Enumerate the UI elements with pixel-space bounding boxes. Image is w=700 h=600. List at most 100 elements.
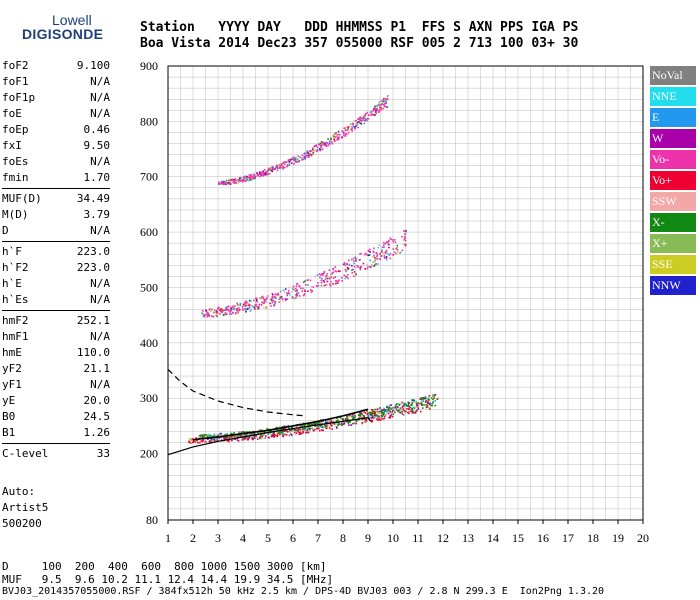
x-tick-label-13: 13 xyxy=(462,531,474,545)
param-value: 110.0 xyxy=(76,346,110,359)
param-value: N/A xyxy=(90,330,110,343)
y-tick-label-300: 300 xyxy=(140,391,158,405)
param-value: 3.79 xyxy=(83,208,111,221)
param-row-muf-d-: MUF(D) 34.49 xyxy=(2,191,110,207)
param-separator xyxy=(2,241,110,242)
auto-label: Auto: xyxy=(2,485,36,498)
x-tick-label-17: 17 xyxy=(562,531,574,545)
param-value: N/A xyxy=(90,155,110,168)
param-name: B0 xyxy=(2,410,16,423)
x-tick-label-7: 7 xyxy=(315,531,321,545)
param-name: fmin xyxy=(2,171,29,184)
legend-vo-: Vo+ xyxy=(650,171,696,190)
param-row-ye: yE 20.0 xyxy=(2,393,110,409)
y-tick-label-800: 800 xyxy=(140,114,158,128)
param-row-fxi: fxI 9.50 xyxy=(2,138,110,154)
param-row-b0: B0 24.5 xyxy=(2,409,110,425)
legend-ssw: SSW xyxy=(650,192,696,211)
x-tick-label-12: 12 xyxy=(437,531,449,545)
legend-x-: X- xyxy=(650,213,696,232)
param-value: N/A xyxy=(90,75,110,88)
header-values: Boa Vista 2014 Dec23 357 055000 RSF 005 … xyxy=(140,36,579,51)
param-row-h-f2: h`F2 223.0 xyxy=(2,260,110,276)
param-value: N/A xyxy=(90,224,110,237)
param-name: fxI xyxy=(2,139,22,152)
param-name: hmF2 xyxy=(2,314,29,327)
param-name: h`F xyxy=(2,245,22,258)
param-value: 9.100 xyxy=(76,59,110,72)
y-tick-label-400: 400 xyxy=(140,336,158,350)
x-tick-label-9: 9 xyxy=(365,531,371,545)
param-name: hmE xyxy=(2,346,22,359)
param-value: N/A xyxy=(90,277,110,290)
logo-lowell-text: Lowell xyxy=(52,12,92,28)
x-tick-label-20: 20 xyxy=(637,531,649,545)
param-row-hmf2: hmF2 252.1 xyxy=(2,313,110,329)
x-tick-label-11: 11 xyxy=(412,531,424,545)
param-name: yE xyxy=(2,394,16,407)
param-row-foes: foEs N/A xyxy=(2,154,110,170)
param-row-fmin: fmin 1.70 xyxy=(2,170,110,186)
y-tick-label-bottom: 80 xyxy=(146,513,158,527)
param-name: foF1 xyxy=(2,75,29,88)
x-tick-label-16: 16 xyxy=(537,531,549,545)
auto-version: 500200 xyxy=(2,517,42,530)
footer-file-info: BVJ03_2014357055000.RSF / 384fx512h 50 k… xyxy=(2,586,605,597)
param-name: MUF(D) xyxy=(2,192,42,205)
x-tick-label-4: 4 xyxy=(240,531,246,545)
param-name: M(D) xyxy=(2,208,29,221)
echo-trace-2 xyxy=(201,229,408,318)
y-tick-label-900: 900 xyxy=(140,59,158,73)
y-tick-label-200: 200 xyxy=(140,447,158,461)
legend-sse: SSE xyxy=(650,255,696,274)
x-tick-label-19: 19 xyxy=(612,531,624,545)
param-value: N/A xyxy=(90,293,110,306)
param-name: foF2 xyxy=(2,59,29,72)
param-row-h-es: h`Es N/A xyxy=(2,292,110,308)
header-labels: Station YYYY DAY DDD HHMMSS P1 FFS S AXN… xyxy=(140,20,579,35)
extrapolated-profile xyxy=(167,368,306,417)
param-value: 9.50 xyxy=(83,139,111,152)
param-row-c-level: C-level 33 xyxy=(2,446,110,462)
x-tick-label-15: 15 xyxy=(512,531,524,545)
param-value: N/A xyxy=(90,378,110,391)
param-row-fof1: foF1 N/A xyxy=(2,74,110,90)
footer-muf-row: MUF 9.5 9.6 10.2 11.1 12.4 14.4 19.9 34.… xyxy=(2,573,334,586)
param-value: 0.46 xyxy=(83,123,111,136)
scaled-trace-line xyxy=(192,408,369,441)
x-tick-label-2: 2 xyxy=(190,531,196,545)
footer-distance-row: D 100 200 400 600 800 1000 1500 3000 [km… xyxy=(2,560,327,573)
legend-vo-: Vo- xyxy=(650,150,696,169)
x-tick-label-14: 14 xyxy=(487,531,499,545)
param-value: 223.0 xyxy=(76,245,110,258)
param-row-b1: B1 1.26 xyxy=(2,425,110,441)
param-value: 24.5 xyxy=(83,410,111,423)
legend-x-: X+ xyxy=(650,234,696,253)
param-row-h-e: h`E N/A xyxy=(2,276,110,292)
param-row-yf2: yF2 21.1 xyxy=(2,361,110,377)
legend-nne: NNE xyxy=(650,87,696,106)
direction-legend: NoVal NNE E W Vo- Vo+ SSW X- X+ SSE NNW xyxy=(650,66,696,297)
param-row-foep: foEp 0.46 xyxy=(2,122,110,138)
scaled-parameters-panel: foF2 9.100 foF1 N/A foF1p N/A foE N/A foEp 0.46 fx… xyxy=(2,58,110,462)
param-value: 20.0 xyxy=(83,394,111,407)
param-row-yf1: yF1 N/A xyxy=(2,377,110,393)
param-name: C-level xyxy=(2,447,49,460)
param-name: h`F2 xyxy=(2,261,29,274)
plot-grid xyxy=(167,65,644,520)
legend-nnw: NNW xyxy=(650,276,696,295)
param-value: 34.49 xyxy=(76,192,110,205)
x-tick-label-5: 5 xyxy=(265,531,271,545)
autoscaling-info: Auto: Artist5 500200 xyxy=(2,484,48,532)
param-separator xyxy=(2,188,110,189)
plot-frame xyxy=(167,65,644,521)
param-value: N/A xyxy=(90,91,110,104)
x-tick-label-10: 10 xyxy=(387,531,399,545)
param-name: h`E xyxy=(2,277,22,290)
param-value: 223.0 xyxy=(76,261,110,274)
param-value: 1.26 xyxy=(83,426,111,439)
param-name: D xyxy=(2,224,9,237)
x-tick-label-1: 1 xyxy=(165,531,171,545)
legend-noval: NoVal xyxy=(650,66,696,85)
